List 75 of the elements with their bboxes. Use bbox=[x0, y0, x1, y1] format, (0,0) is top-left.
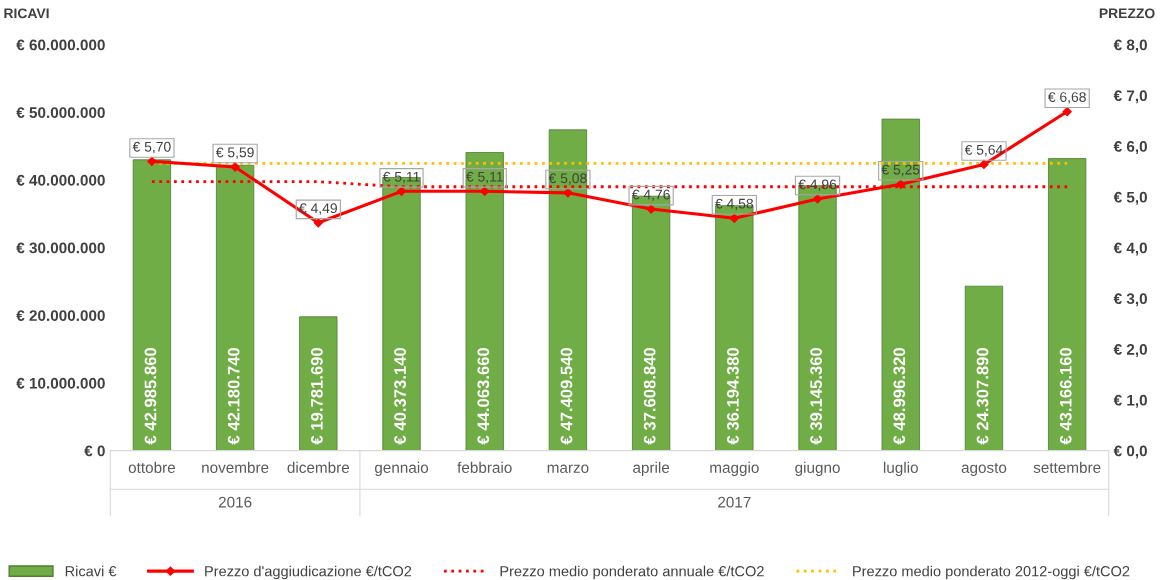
y-tick-label: € 30.000.000 bbox=[16, 242, 105, 254]
x-tick-label: agosto bbox=[961, 462, 1007, 477]
y2-tick-label: € 3,0 bbox=[1113, 293, 1147, 307]
data-label: € 43.166.160 bbox=[1059, 347, 1072, 445]
data-label: € 40.373.140 bbox=[394, 347, 407, 445]
data-label: € 37.608.840 bbox=[643, 347, 656, 445]
y-tick-label: € 50.000.000 bbox=[16, 107, 105, 119]
y2-tick-label: € 7,0 bbox=[1113, 90, 1147, 104]
legend-label: Prezzo medio ponderato 2012-oggi €/tCO2 bbox=[853, 565, 1130, 580]
data-label: € 42.180.740 bbox=[227, 347, 240, 445]
point bbox=[1062, 107, 1072, 117]
data-label: € 36.194.380 bbox=[727, 347, 739, 445]
data-label: € 44.063.660 bbox=[477, 347, 490, 445]
x-tick-label: marzo bbox=[547, 464, 589, 473]
point bbox=[313, 218, 323, 228]
y-tick-label: € 0 bbox=[84, 445, 105, 457]
bar bbox=[548, 129, 588, 451]
data-label: € 5,11 bbox=[466, 171, 503, 184]
bar bbox=[132, 159, 172, 451]
point bbox=[147, 156, 157, 167]
y2-tick-label: € 5,0 bbox=[1113, 191, 1147, 205]
y2-axis-title: PREZZO bbox=[1099, 8, 1155, 19]
y2-tick-label: € 4,0 bbox=[1113, 242, 1147, 256]
data-label: € 4,49 bbox=[299, 203, 337, 215]
legend-label: Ricavi € bbox=[65, 565, 117, 577]
point bbox=[729, 213, 739, 223]
x-tick-label: giugno bbox=[795, 461, 840, 477]
legend-label: Prezzo d'aggiudicazione €/tCO2 bbox=[205, 565, 412, 580]
point bbox=[979, 159, 989, 170]
point bbox=[396, 186, 407, 196]
x-tick-label: dicembre bbox=[287, 461, 350, 473]
point bbox=[563, 188, 573, 198]
bar bbox=[881, 118, 920, 451]
y2-tick-label: € 1,0 bbox=[1113, 394, 1147, 408]
y2-tick-label: € 8,0 bbox=[1113, 39, 1147, 53]
x-tick-label: luglio bbox=[883, 461, 918, 477]
data-label: € 5,59 bbox=[215, 147, 254, 159]
y2-tick-label: € 6,0 bbox=[1113, 141, 1147, 155]
x-tick-label: maggio bbox=[710, 461, 759, 477]
bar bbox=[299, 316, 338, 451]
y2-tick-label: € 0,0 bbox=[1113, 445, 1147, 459]
y-tick-label: € 20.000.000 bbox=[16, 310, 105, 322]
data-label: € 5,08 bbox=[548, 173, 587, 185]
point bbox=[646, 204, 656, 214]
legend-label: Prezzo medio ponderato annuale €/tCO2 bbox=[500, 565, 764, 580]
bar bbox=[964, 285, 1004, 451]
text: 2016 bbox=[218, 496, 252, 508]
y-tick-label: € 60.000.000 bbox=[16, 39, 105, 51]
x-tick-label: ottobre bbox=[128, 461, 175, 473]
y-tick-label: € 10.000.000 bbox=[16, 377, 105, 389]
bar bbox=[465, 152, 504, 451]
x-tick-label: febbraio bbox=[457, 461, 512, 473]
text: 2017 bbox=[718, 496, 751, 508]
y-axis-title: RICAVI bbox=[4, 8, 49, 19]
point bbox=[230, 162, 240, 172]
point bbox=[480, 186, 490, 196]
point bbox=[896, 179, 906, 189]
x-tick-label: aprile bbox=[633, 461, 670, 477]
data-label: € 42.985.860 bbox=[144, 347, 157, 445]
bar bbox=[215, 164, 255, 451]
data-label: € 6,68 bbox=[1047, 92, 1086, 104]
data-label: € 5,70 bbox=[132, 141, 171, 154]
point bbox=[812, 194, 823, 204]
data-label: € 5,64 bbox=[964, 144, 1003, 157]
data-label: € 39.145.360 bbox=[810, 347, 823, 445]
x-tick-label: gennaio bbox=[374, 461, 429, 477]
y2-tick-label: € 2,0 bbox=[1113, 344, 1147, 358]
y-tick-label: € 40.000.000 bbox=[16, 174, 105, 186]
data-label: € 24.307.890 bbox=[976, 347, 989, 445]
bar bbox=[1048, 158, 1087, 451]
data-label: € 19.781.690 bbox=[310, 347, 323, 445]
x-tick-label: settembre bbox=[1033, 461, 1101, 473]
x-tick-label: novembre bbox=[202, 461, 269, 473]
data-label: € 47.409.540 bbox=[560, 347, 573, 445]
data-label: € 48.996.320 bbox=[893, 347, 906, 445]
